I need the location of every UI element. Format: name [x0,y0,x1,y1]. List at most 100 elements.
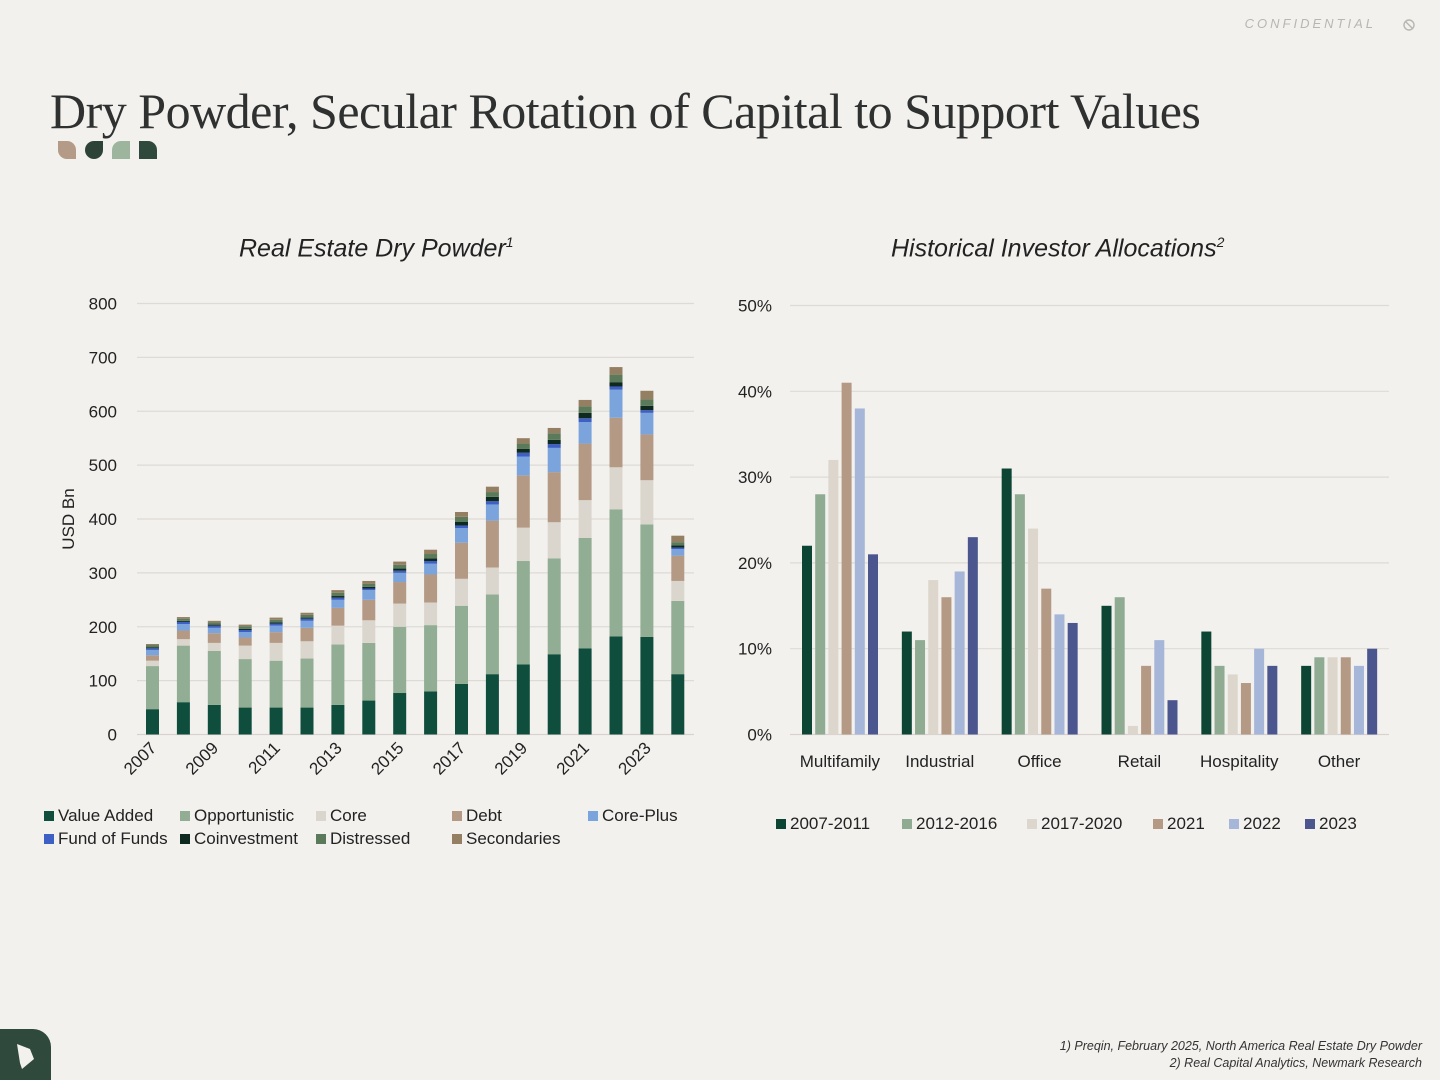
y-tick-label: 40% [738,382,772,401]
bar-segment [455,516,468,522]
bar-segment [485,674,499,735]
bar-segment [362,599,376,621]
x-tick-label: Office [1018,752,1062,771]
bar-segment [578,443,592,501]
bar [967,537,978,735]
bar-segment [516,452,530,457]
bar-segment [146,643,159,646]
bar [1240,683,1251,735]
bar-segment [516,664,530,735]
legend-item: Fund of Funds [44,829,168,849]
bar-segment [640,636,654,735]
bar-segment [609,389,623,418]
bar-segment [207,633,221,643]
bar-segment [578,648,592,735]
bar-segment [300,658,314,708]
legend-item: Core-Plus [588,806,678,826]
legend-label: Coinvestment [194,829,298,848]
brand-swatch-dark-green [85,141,103,159]
bar-segment [424,691,438,735]
bar-segment [485,504,499,521]
bar-segment [455,521,468,526]
y-tick-label: 600 [89,402,117,421]
bar-segment [176,624,190,631]
bar-segment [516,443,530,449]
bar-segment [547,472,561,523]
bar [815,494,826,735]
legend-label: 2007-2011 [790,814,871,833]
x-tick-label: 2011 [245,738,284,777]
bar-segment [485,492,499,497]
bar-segment [485,567,499,595]
brand-swatch-sage [112,141,130,159]
bar-segment [424,563,438,575]
bar-segment [300,612,314,615]
bar-segment [671,674,685,735]
bar-segment [578,406,592,413]
bar-segment [516,438,530,444]
bar-segment [269,625,283,633]
bar-segment [393,626,407,694]
bar [1154,640,1165,735]
bar-segment [362,700,376,735]
bar-segment [393,582,407,604]
bar-segment [547,654,561,735]
y-tick-label: 10% [738,640,772,659]
bar [928,580,939,735]
bar-segment [238,645,252,660]
bar-segment [331,599,345,608]
bar-segment [516,561,530,665]
bar-segment [609,467,623,510]
bar-segment [362,586,376,589]
bar-segment [485,594,499,675]
bar-segment [640,410,654,413]
bar [1054,614,1065,735]
bar-segment [455,511,468,517]
legend-label: 2017-2020 [1041,814,1123,833]
bar-segment [362,588,376,591]
bar-segment [516,475,530,528]
legend-swatch [316,811,326,821]
y-tick-label: 0% [747,726,772,745]
bar [1141,665,1152,735]
bar-segment [516,527,530,562]
bar [915,640,926,735]
bar [1314,657,1325,735]
legend-swatch [44,834,54,844]
bar-segment [176,639,190,646]
bar-segment [578,500,592,538]
bar-segment [146,666,159,710]
bar-segment [362,580,376,584]
bar-segment [176,702,190,735]
bar-segment [578,422,592,444]
bar-segment [485,486,499,493]
bar [1167,700,1178,735]
legend-label: 2023 [1319,814,1357,833]
bar [1201,631,1212,735]
y-axis-label: USD Bn [59,488,78,549]
x-tick-label: 2013 [306,738,346,778]
bar-segment [609,636,623,735]
bar-segment [176,630,190,640]
bar-segment [207,622,221,625]
legend-label: Opportunistic [194,806,295,825]
x-tick-label: 2009 [182,738,222,778]
bar [1114,597,1125,735]
x-tick-label: 2015 [367,738,407,778]
bar-segment [207,642,221,651]
dry-powder-chart-title: Real Estate Dry Powder1 [239,234,514,263]
bar-segment [424,602,438,626]
y-tick-label: 30% [738,468,772,487]
bar-segment [146,709,159,735]
bar-segment [671,547,685,550]
bar [1301,665,1312,735]
bar-segment [547,439,561,445]
footnote-1: 1) Preqin, February 2025, North America … [1059,1039,1422,1053]
bar-segment [609,367,623,375]
legend-item: Core [316,806,367,826]
bar-segment [640,524,654,637]
bar [1214,665,1225,735]
x-tick-label: Industrial [905,752,974,771]
y-tick-label: 700 [89,348,117,367]
bar-segment [269,660,283,708]
